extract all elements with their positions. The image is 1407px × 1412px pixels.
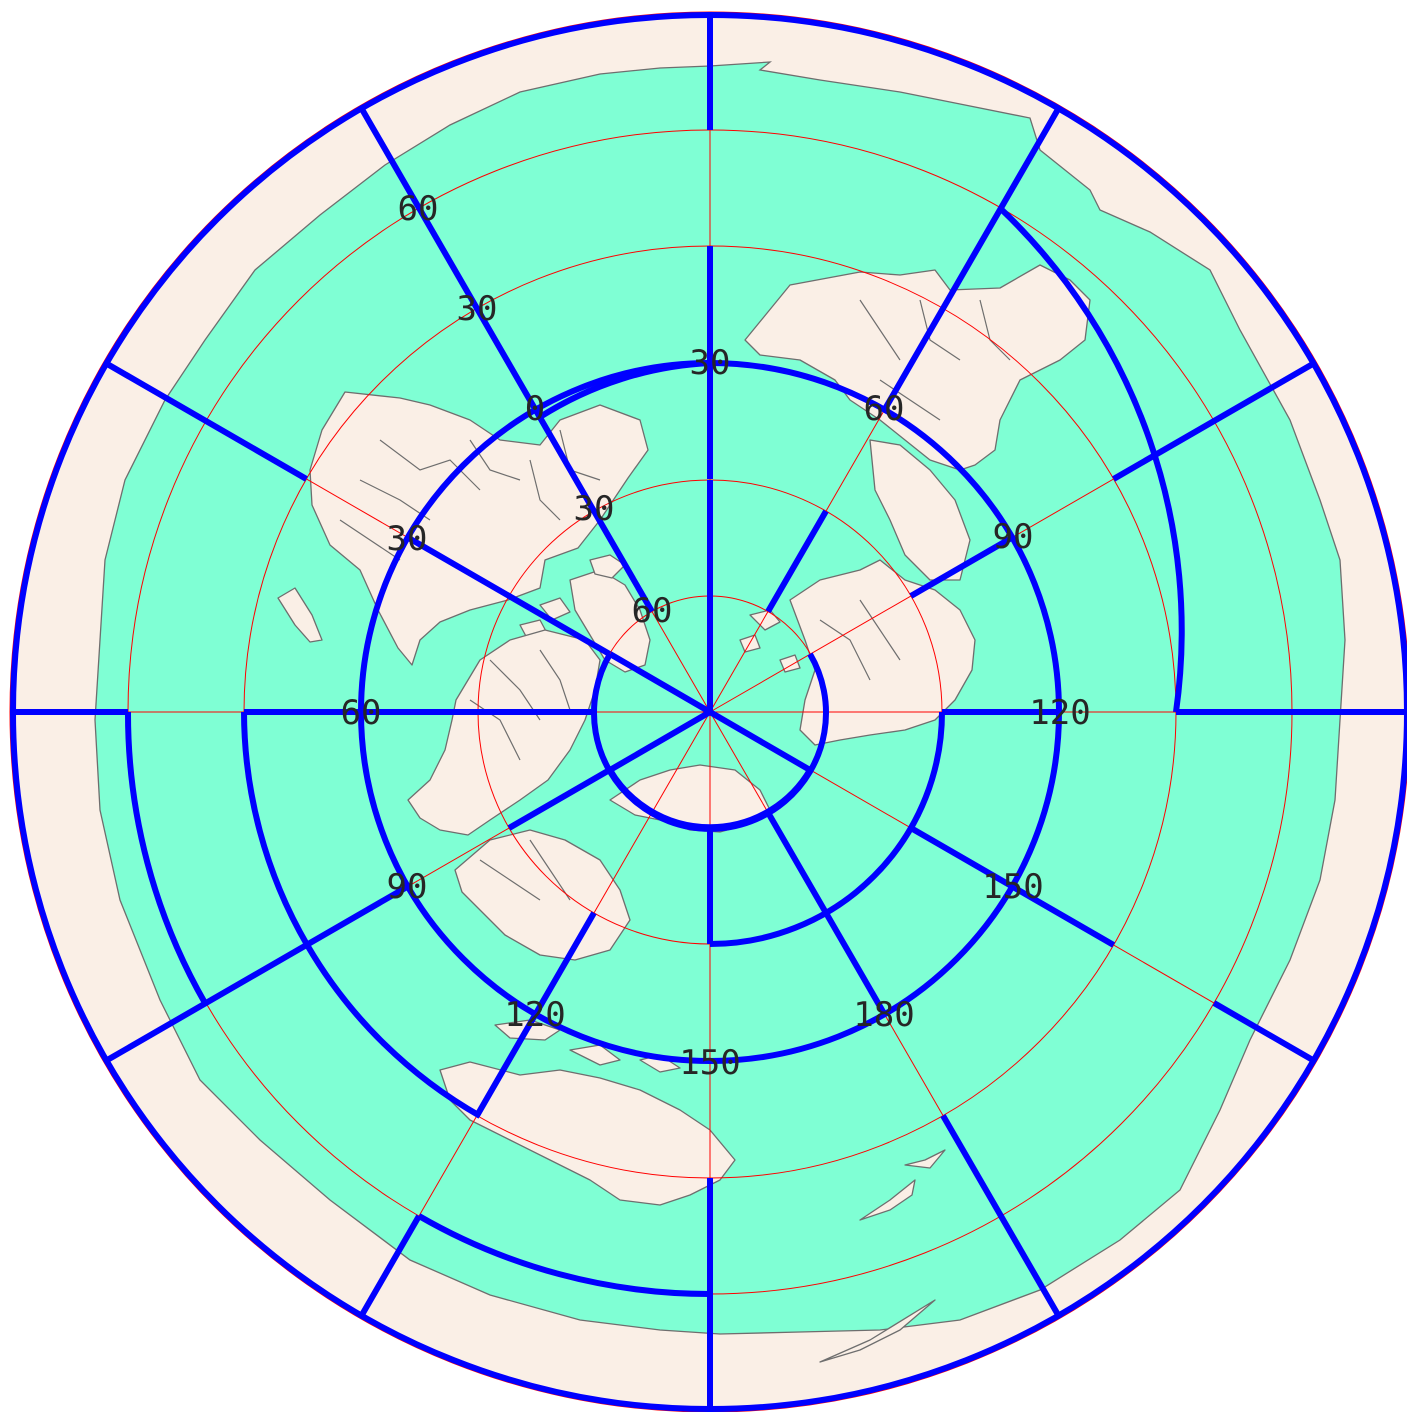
tile-radial-edge-23 [909,534,1014,599]
land-antarctica-fragment [819,1299,936,1363]
tile-ring3-arc-bottom [417,1213,711,1297]
label-ring2-lon-30: 30 [457,289,498,329]
tile-ring4-arc-right [709,711,945,947]
land-south-america [407,629,601,836]
tile-radial-edge-12 [474,911,597,1118]
label-ring2-lon-90b: 90 [387,867,428,907]
tile-ring1-arc-2 [607,768,813,831]
tile-radial-edge-10 [507,767,612,831]
tile-radial-edge-4 [532,408,655,614]
label-ring2-lon-60b: 60 [341,693,382,733]
tile-ring4-arc-top [538,360,711,420]
label-ring2-lat-30: 30 [690,343,731,383]
label-ring2-lat-60: 60 [398,189,439,229]
label-ring2-lon-90: 90 [993,517,1034,557]
tile-radial-edge-24 [1112,359,1318,482]
tile-radial-edge-19 [909,825,1116,948]
land-madagascar [277,587,323,643]
tile-radial-edges [10,12,1407,1412]
tile-radial-edge-5 [357,104,539,412]
label-ring2-lon-180: 180 [853,995,914,1035]
label-ring2-lon-120: 120 [1029,693,1090,733]
tile-radial-edge-6 [406,534,612,657]
label-ring2-lon-150b: 150 [679,1043,740,1083]
tile-radial-edge-18 [940,1114,1063,1320]
land-australia [439,1061,736,1206]
tile-ring3-arc-left [124,711,208,1005]
tile-ring3-arc-right [998,206,1185,713]
tile-radial-edge-13 [357,1214,422,1320]
tile-ring1-edge-b [708,709,812,773]
map-labels: 60 30 0 30 60 90 120 150 180 150 120 90 … [341,189,1091,1083]
label-ring2-lon-30b: 30 [387,519,428,559]
label-ring2-lon-0: 0 [525,389,545,429]
label-ring1-lon-60: 60 [632,591,673,631]
tile-radial-edge-26 [881,206,1004,412]
land-greenland [569,569,651,673]
tile-radial-edge-25 [765,509,829,614]
country-borders [339,299,1011,901]
tile-radial-edge-11 [102,883,410,1065]
tile-ring1-edge-c [608,709,712,773]
tile-radial-edge-7 [102,359,308,482]
label-ring2-lon-120b: 120 [504,995,565,1035]
label-ring2-lon-60: 60 [864,389,905,429]
tile-radial-edge-20 [1212,1000,1318,1065]
label-ring1-lon-30: 30 [574,489,615,529]
tile-ring1-edge-a [608,651,712,715]
tile-radial-edge-17 [765,810,888,1016]
land-new-zealand [859,1149,946,1221]
tile-boundaries [10,12,1407,1412]
ocean-area [94,61,1346,1335]
tile-radial-edge-27 [998,104,1063,210]
land-east-asia [744,264,1091,471]
label-ring2-lon-150: 150 [982,867,1043,907]
land-indochina [869,439,971,581]
